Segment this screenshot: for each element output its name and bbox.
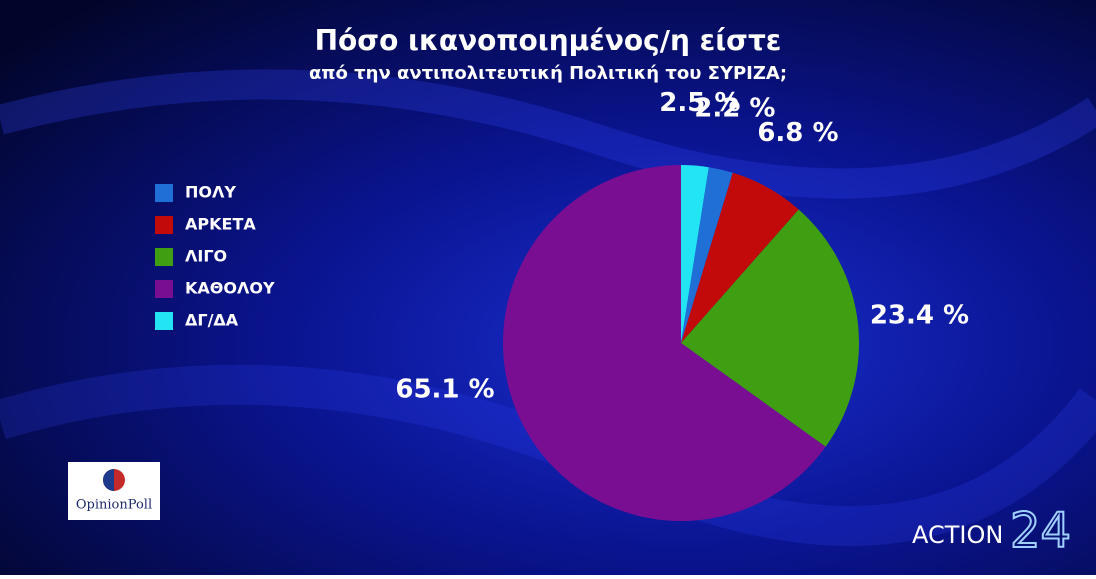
pie-slice xyxy=(681,172,799,343)
pie-slice xyxy=(681,167,733,343)
poll-logo-text: OpinionPoll xyxy=(76,498,152,513)
legend-swatch xyxy=(155,312,173,330)
pie-slice xyxy=(503,165,826,521)
poll-logo: OpinionPoll xyxy=(68,462,160,520)
data-label: 2.2 % xyxy=(694,94,775,124)
data-label: 23.4 % xyxy=(870,300,969,330)
legend-label: ΑΡΚΕΤΑ xyxy=(185,215,256,234)
legend-label: ΔΓ/ΔΑ xyxy=(185,311,239,330)
data-label: 65.1 % xyxy=(395,375,494,405)
poll-logo-icon xyxy=(103,469,114,491)
legend-swatch xyxy=(155,280,173,298)
pie-slice xyxy=(681,209,859,447)
legend-label: ΠΟΛΥ xyxy=(185,183,236,202)
chart-subtitle: από την αντιπολιτευτική Πολιτική του ΣΥΡ… xyxy=(309,63,787,84)
legend-swatch xyxy=(155,216,173,234)
chart-title: Πόσο ικανοποιημένος/η είστε xyxy=(315,24,782,57)
legend-swatch xyxy=(155,184,173,202)
legend-label: ΚΑΘΟΛΟΥ xyxy=(185,279,275,298)
channel-logo-number: 24 xyxy=(1010,503,1071,559)
legend-swatch xyxy=(155,248,173,266)
data-label: 2.5 % xyxy=(659,88,740,118)
decor xyxy=(0,69,1096,199)
pie-slice xyxy=(681,165,709,343)
legend-label: ΛΙΓΟ xyxy=(185,247,227,266)
data-label: 6.8 % xyxy=(757,118,838,148)
channel-logo: ACTION xyxy=(912,521,1003,549)
